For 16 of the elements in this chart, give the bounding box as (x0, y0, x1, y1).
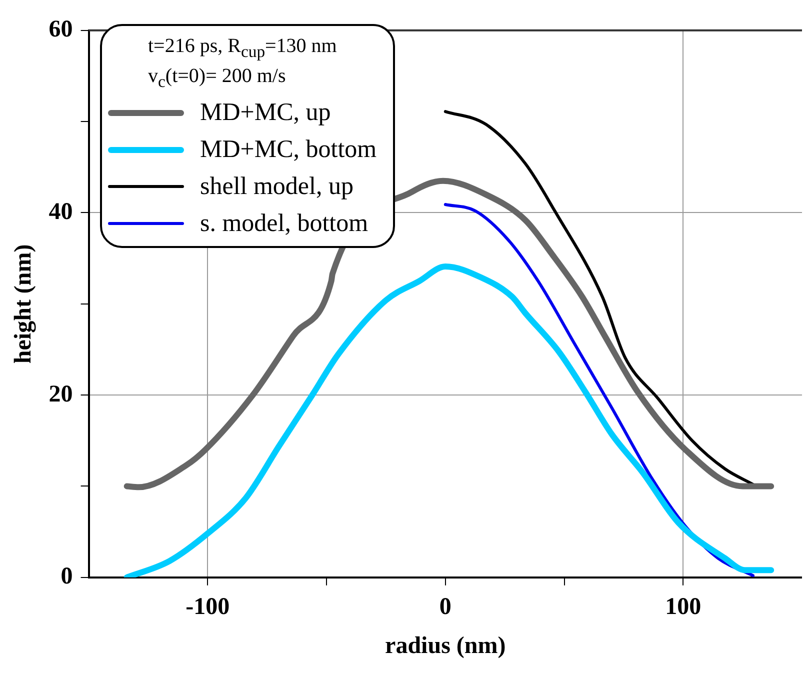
y-tick-label: 20 (48, 381, 73, 408)
annotation: t=216 ps, R$_{cup}$=130 nm (147, 34, 338, 63)
legend-label: MD+MC, bottom (200, 135, 377, 165)
legend-label: shell model, up (200, 172, 354, 202)
y-tick-label: 0 (60, 564, 73, 590)
legend-label: s. model, bottom (200, 209, 368, 239)
x-axis-title: radius (nm) (385, 632, 506, 659)
y-tick-label: 60 (48, 16, 73, 43)
annotation: v$_{c}$(t=0)= 200 m/s (147, 64, 287, 93)
x-tick-label: -100 (186, 594, 230, 620)
y-axis-title: height (nm) (10, 244, 37, 364)
x-tick-label: 100 (665, 594, 702, 620)
y-tick-label: 40 (48, 198, 73, 225)
line-series (444, 110, 755, 486)
x-tick-label: 0 (439, 594, 452, 620)
legend-label: MD+MC, up (200, 98, 331, 128)
